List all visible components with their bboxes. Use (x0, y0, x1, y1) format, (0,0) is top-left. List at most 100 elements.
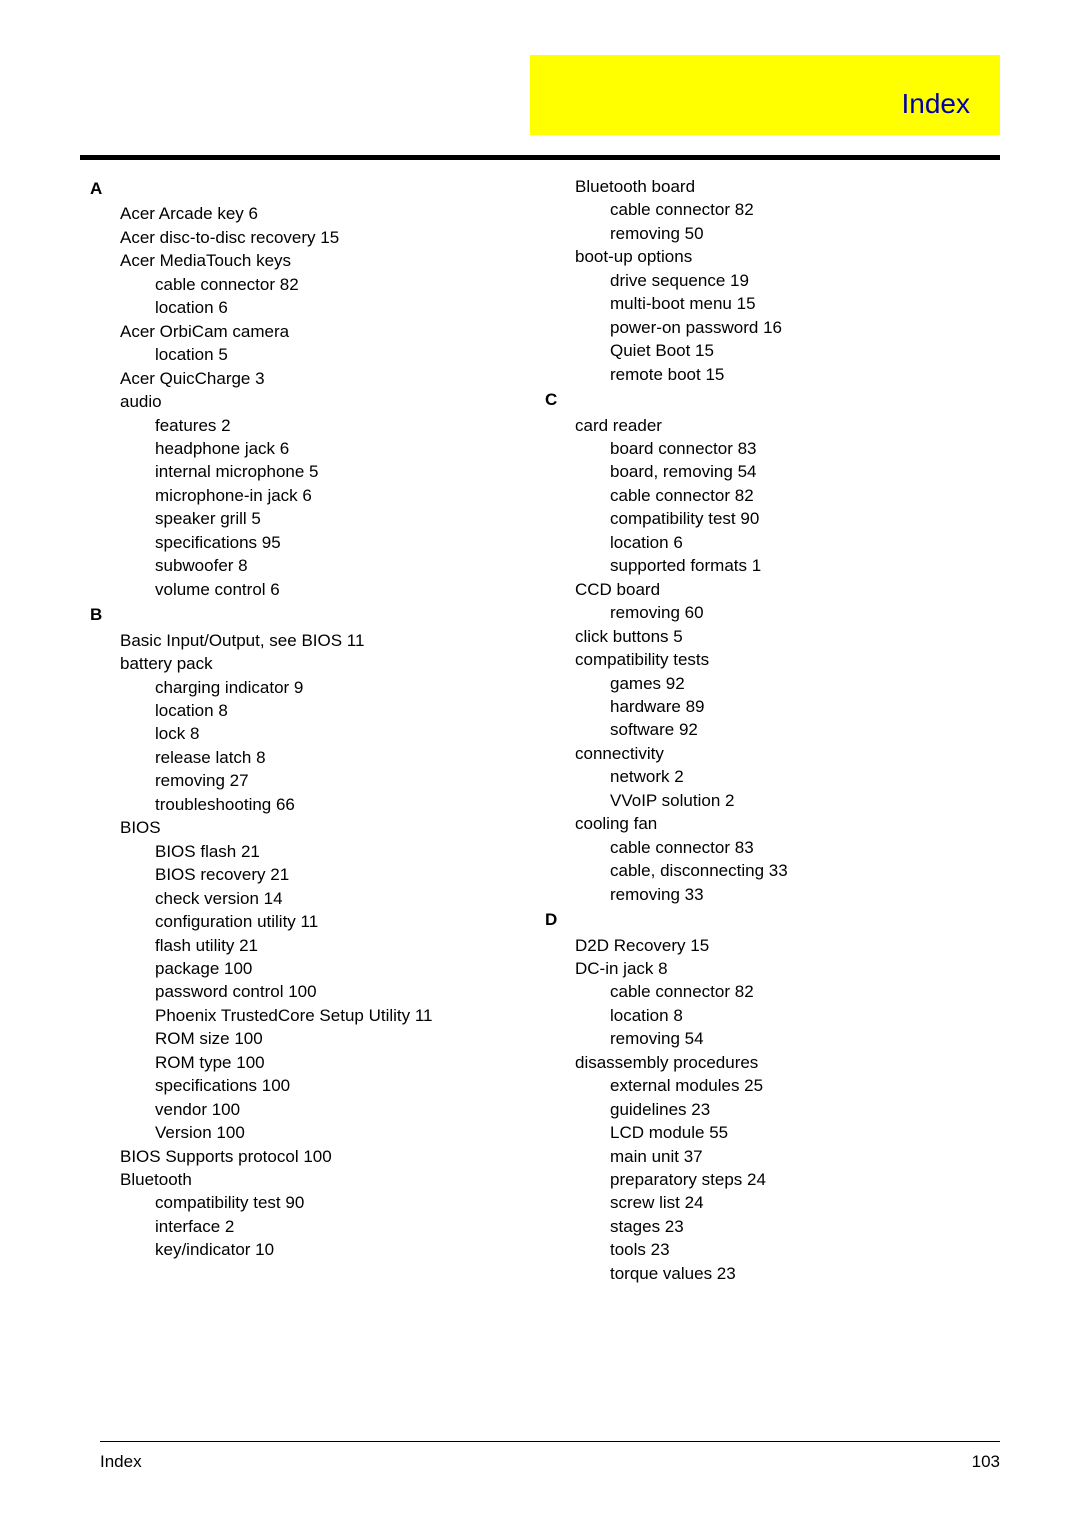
index-entry: Acer MediaTouch keys (120, 249, 545, 272)
index-entry: removing 54 (610, 1027, 1000, 1050)
divider-bar (80, 155, 1000, 160)
index-entry: Acer disc-to-disc recovery 15 (120, 226, 545, 249)
index-entry: drive sequence 19 (610, 269, 1000, 292)
index-entry: removing 33 (610, 883, 1000, 906)
index-entry: audio (120, 390, 545, 413)
index-entry: configuration utility 11 (155, 910, 545, 933)
index-entry: location 5 (155, 343, 545, 366)
index-entry: headphone jack 6 (155, 437, 545, 460)
index-entry: supported formats 1 (610, 554, 1000, 577)
index-entry: vendor 100 (155, 1098, 545, 1121)
index-entry: Acer Arcade key 6 (120, 202, 545, 225)
index-entry: hardware 89 (610, 695, 1000, 718)
index-entry: LCD module 55 (610, 1121, 1000, 1144)
index-entry: preparatory steps 24 (610, 1168, 1000, 1191)
index-entry: BIOS Supports protocol 100 (120, 1145, 545, 1168)
index-entry: Phoenix TrustedCore Setup Utility 11 (155, 1004, 545, 1027)
index-entry: disassembly procedures (575, 1051, 1000, 1074)
index-entry: Quiet Boot 15 (610, 339, 1000, 362)
index-entry: cable, disconnecting 33 (610, 859, 1000, 882)
index-entry: Version 100 (155, 1121, 545, 1144)
index-entry: BIOS recovery 21 (155, 863, 545, 886)
index-entry: subwoofer 8 (155, 554, 545, 577)
index-entry: flash utility 21 (155, 934, 545, 957)
index-entry: guidelines 23 (610, 1098, 1000, 1121)
index-entry: cable connector 82 (610, 980, 1000, 1003)
index-entry: main unit 37 (610, 1145, 1000, 1168)
index-entry: cable connector 83 (610, 836, 1000, 859)
index-entry: lock 8 (155, 722, 545, 745)
footer-page-number: 103 (972, 1452, 1000, 1472)
index-entry: troubleshooting 66 (155, 793, 545, 816)
index-entry: D2D Recovery 15 (575, 934, 1000, 957)
index-entry: compatibility test 90 (155, 1191, 545, 1214)
index-entry: ROM type 100 (155, 1051, 545, 1074)
index-entry: location 6 (610, 531, 1000, 554)
index-entry: external modules 25 (610, 1074, 1000, 1097)
index-entry: specifications 95 (155, 531, 545, 554)
index-entry: VVoIP solution 2 (610, 789, 1000, 812)
index-entry: check version 14 (155, 887, 545, 910)
index-entry: removing 27 (155, 769, 545, 792)
index-letter: A (90, 177, 545, 200)
index-entry: compatibility test 90 (610, 507, 1000, 530)
index-entry: DC-in jack 8 (575, 957, 1000, 980)
index-entry: key/indicator 10 (155, 1238, 545, 1261)
footer-label: Index (100, 1452, 142, 1472)
index-entry: cable connector 82 (155, 273, 545, 296)
index-entry: cooling fan (575, 812, 1000, 835)
index-entry: BIOS flash 21 (155, 840, 545, 863)
index-entry: cable connector 82 (610, 484, 1000, 507)
index-entry: connectivity (575, 742, 1000, 765)
index-entry: board, removing 54 (610, 460, 1000, 483)
index-entry: volume control 6 (155, 578, 545, 601)
index-entry: Acer OrbiCam camera (120, 320, 545, 343)
index-entry: microphone-in jack 6 (155, 484, 545, 507)
index-entry: power-on password 16 (610, 316, 1000, 339)
index-entry: games 92 (610, 672, 1000, 695)
page-footer: Index 103 (100, 1441, 1000, 1472)
index-entry: speaker grill 5 (155, 507, 545, 530)
index-entry: Basic Input/Output, see BIOS 11 (120, 629, 545, 652)
index-entry: screw list 24 (610, 1191, 1000, 1214)
index-entry: click buttons 5 (575, 625, 1000, 648)
index-entry: battery pack (120, 652, 545, 675)
index-letter: D (545, 908, 1000, 931)
index-entry: network 2 (610, 765, 1000, 788)
index-entry: tools 23 (610, 1238, 1000, 1261)
index-entry: Acer QuicCharge 3 (120, 367, 545, 390)
index-entry: location 6 (155, 296, 545, 319)
index-entry: multi-boot menu 15 (610, 292, 1000, 315)
index-entry: software 92 (610, 718, 1000, 741)
index-letter: B (90, 603, 545, 626)
index-entry: board connector 83 (610, 437, 1000, 460)
index-column-left: AAcer Arcade key 6Acer disc-to-disc reco… (100, 175, 545, 1285)
index-entry: removing 60 (610, 601, 1000, 624)
index-entry: CCD board (575, 578, 1000, 601)
index-entry: package 100 (155, 957, 545, 980)
index-letter: C (545, 388, 1000, 411)
index-entry: Bluetooth board (575, 175, 1000, 198)
index-columns: AAcer Arcade key 6Acer disc-to-disc reco… (100, 175, 1000, 1285)
index-entry: card reader (575, 414, 1000, 437)
index-entry: boot-up options (575, 245, 1000, 268)
index-entry: interface 2 (155, 1215, 545, 1238)
index-column-right: Bluetooth boardcable connector 82removin… (555, 175, 1000, 1285)
index-entry: password control 100 (155, 980, 545, 1003)
index-entry: release latch 8 (155, 746, 545, 769)
index-entry: cable connector 82 (610, 198, 1000, 221)
index-entry: removing 50 (610, 222, 1000, 245)
index-entry: location 8 (610, 1004, 1000, 1027)
index-entry: remote boot 15 (610, 363, 1000, 386)
index-entry: compatibility tests (575, 648, 1000, 671)
index-entry: ROM size 100 (155, 1027, 545, 1050)
index-entry: features 2 (155, 414, 545, 437)
index-entry: torque values 23 (610, 1262, 1000, 1285)
index-entry: internal microphone 5 (155, 460, 545, 483)
index-header-bar: Index (530, 55, 1000, 135)
index-entry: specifications 100 (155, 1074, 545, 1097)
index-entry: BIOS (120, 816, 545, 839)
index-entry: Bluetooth (120, 1168, 545, 1191)
index-entry: location 8 (155, 699, 545, 722)
index-entry: charging indicator 9 (155, 676, 545, 699)
